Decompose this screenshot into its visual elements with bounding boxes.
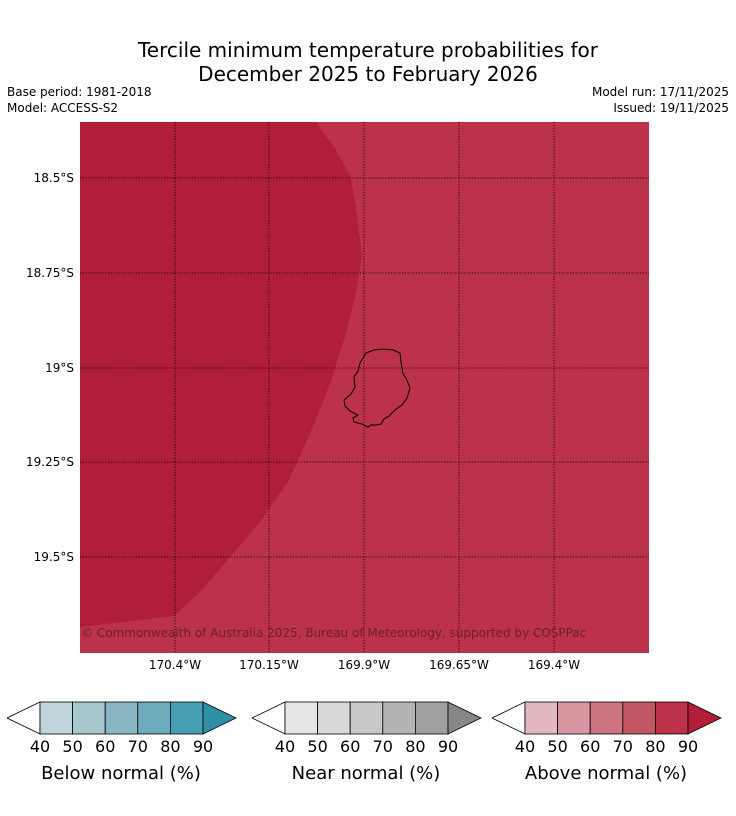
colorbar-box-50-60 [72,701,106,735]
base-period-text: Base period: 1981-2018 [7,85,152,99]
tick-70: 70 [127,737,148,756]
lat-label-18-5s: 18.5°S [33,171,74,185]
colorbar-box-70-80 [622,701,656,735]
colorbar-box-50-60 [317,701,351,735]
lat-label-19-25s: 19.25°S [26,455,74,469]
colorbar-near-normal-swatches [251,701,482,735]
model-text: Model: ACCESS-S2 [7,101,119,115]
colorbar-box-80-90 [169,701,204,735]
colorbar-box-60-70 [349,701,384,735]
colorbar-box-80-90 [414,701,449,735]
below-normal-over-triangle [202,701,237,735]
above-normal-90-plus-region [80,122,362,627]
lon-label-169-9w: 169.9°W [337,658,391,672]
lon-label-170-4w: 170.4°W [148,658,202,672]
lon-label-169-65w: 169.65°W [429,658,489,672]
chart-title: Tercile minimum temperature probabilitie… [0,38,736,86]
title-line-2: December 2025 to February 2026 [198,62,538,86]
probability-map [80,122,649,653]
tick-70: 70 [612,737,633,756]
colorbar-box-70-80 [382,701,416,735]
tick-40: 40 [274,737,296,756]
tick-70: 70 [372,737,393,756]
colorbar-box-70-80 [137,701,171,735]
tick-60: 60 [340,737,361,756]
colorbar-above-normal-swatches [491,701,722,735]
tick-60: 60 [95,737,116,756]
title-line-1: Tercile minimum temperature probabilitie… [137,38,599,62]
tick-90: 90 [192,737,214,756]
issued-text: Issued: 19/11/2025 [613,101,729,115]
above-normal-under-triangle [491,701,526,735]
tick-80: 80 [645,737,666,756]
colorbar-box-40-50 [284,701,318,735]
colorbar-below-normal-swatches [6,701,237,735]
tick-90: 90 [677,737,699,756]
tick-80: 80 [160,737,181,756]
colorbar-above-normal: 40 50 60 70 80 90 Above normal (%) [491,701,722,784]
colorbar-near-normal: 40 50 60 70 80 90 Near normal (%) [251,701,482,784]
colorbar-box-60-70 [104,701,139,735]
above-normal-label: Above normal (%) [524,763,688,784]
lon-label-169-4w: 169.4°W [527,658,581,672]
near-normal-under-triangle [251,701,286,735]
colorbar-box-80-90 [654,701,689,735]
colorbar-box-60-70 [589,701,624,735]
lat-label-18-75s: 18.75°S [26,266,74,280]
colorbar-below-normal: 40 50 60 70 80 90 Below normal (%) [6,701,237,784]
tick-40: 40 [29,737,51,756]
below-normal-label: Below normal (%) [41,763,201,784]
copyright-credit: © Commonwealth of Australia 2025, Bureau… [81,626,587,640]
colorbar-box-40-50 [39,701,73,735]
colorbar-box-40-50 [524,701,558,735]
model-run-text: Model run: 17/11/2025 [591,85,729,99]
near-normal-label: Near normal (%) [291,763,441,784]
lat-label-19-5s: 19.5°S [33,550,74,564]
near-normal-boxes [284,701,449,735]
tick-50: 50 [547,737,568,756]
near-normal-over-triangle [447,701,482,735]
above-normal-boxes [524,701,689,735]
graticule [80,122,649,653]
metadata-left: Base period: 1981-2018 Model: ACCESS-S2 [7,84,152,116]
lon-label-170-15w: 170.15°W [239,658,299,672]
tick-50: 50 [62,737,83,756]
tick-40: 40 [514,737,536,756]
above-normal-over-triangle [687,701,722,735]
tick-60: 60 [580,737,601,756]
island-coastline [343,348,411,428]
metadata-right: Model run: 17/11/2025 Issued: 19/11/2025 [592,84,729,116]
colorbar-box-50-60 [557,701,591,735]
below-normal-boxes [39,701,204,735]
tick-50: 50 [307,737,328,756]
tick-80: 80 [405,737,426,756]
lat-label-19s: 19°S [45,361,74,375]
tick-90: 90 [437,737,459,756]
below-normal-under-triangle [6,701,41,735]
